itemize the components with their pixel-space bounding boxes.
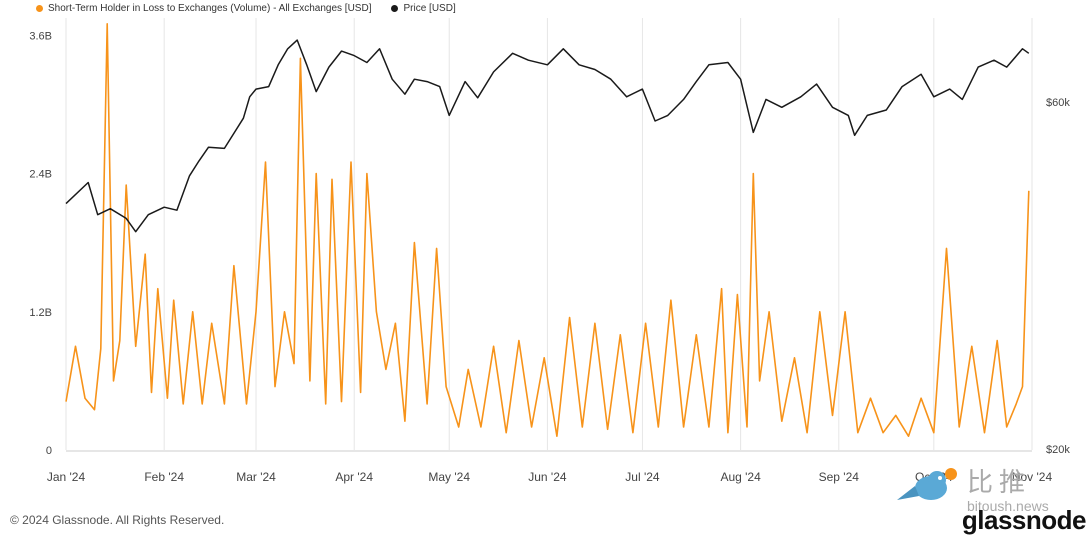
x-tick-label: Jan '24 — [47, 470, 86, 484]
y-axis-left: 0 1.2B 2.4B 3.6B — [29, 30, 52, 457]
x-tick-label: Jun '24 — [528, 470, 567, 484]
x-tick-label: Jul '24 — [625, 470, 660, 484]
series-line-volume — [65, 22, 1030, 438]
copyright: © 2024 Glassnode. All Rights Reserved. — [10, 513, 225, 527]
watermark: 比推 bitoush.news — [895, 462, 1065, 514]
y-right-tick-label: $60k — [1046, 97, 1070, 109]
legend-marker-price — [391, 5, 399, 12]
y-left-tick-label: 0 — [46, 445, 52, 457]
legend-label-price: Price [USD] — [403, 3, 456, 14]
y-left-tick-label: 1.2B — [29, 307, 52, 319]
series-line-price — [65, 39, 1030, 233]
legend-marker-volume — [36, 5, 43, 12]
x-tick-label: Apr '24 — [335, 470, 373, 484]
legend-label-volume: Short-Term Holder in Loss to Exchanges (… — [48, 3, 372, 14]
y-right-tick-label: $20k — [1046, 444, 1070, 456]
y-left-tick-label: 2.4B — [29, 169, 52, 181]
x-tick-label: Feb '24 — [144, 470, 184, 484]
x-tick-label: May '24 — [428, 470, 470, 484]
series-group — [65, 22, 1030, 438]
x-tick-label: Mar '24 — [236, 470, 276, 484]
x-axis: Jan '24 Feb '24 Mar '24 Apr '24 May '24 Jun '… — [47, 470, 1053, 484]
x-tick-label: Aug '24 — [720, 470, 761, 484]
y-left-tick-label: 3.6B — [29, 30, 52, 42]
watermark-chinese: 比推 — [967, 467, 1032, 497]
legend: Short-Term Holder in Loss to Exchanges (… — [36, 3, 456, 14]
bird-logo-icon — [897, 468, 957, 500]
x-tick-label: Sep '24 — [819, 470, 860, 484]
watermark-url: bitoush.news — [967, 498, 1049, 514]
x-tick-label: Nov '24 — [1012, 470, 1053, 484]
y-axis-right: $20k $60k — [1046, 97, 1070, 456]
legend-item-price[interactable]: Price [USD] — [391, 3, 456, 14]
grid — [65, 18, 1033, 452]
brand-logo: glassnode — [961, 505, 1087, 535]
legend-item-volume[interactable]: Short-Term Holder in Loss to Exchanges (… — [36, 3, 371, 14]
